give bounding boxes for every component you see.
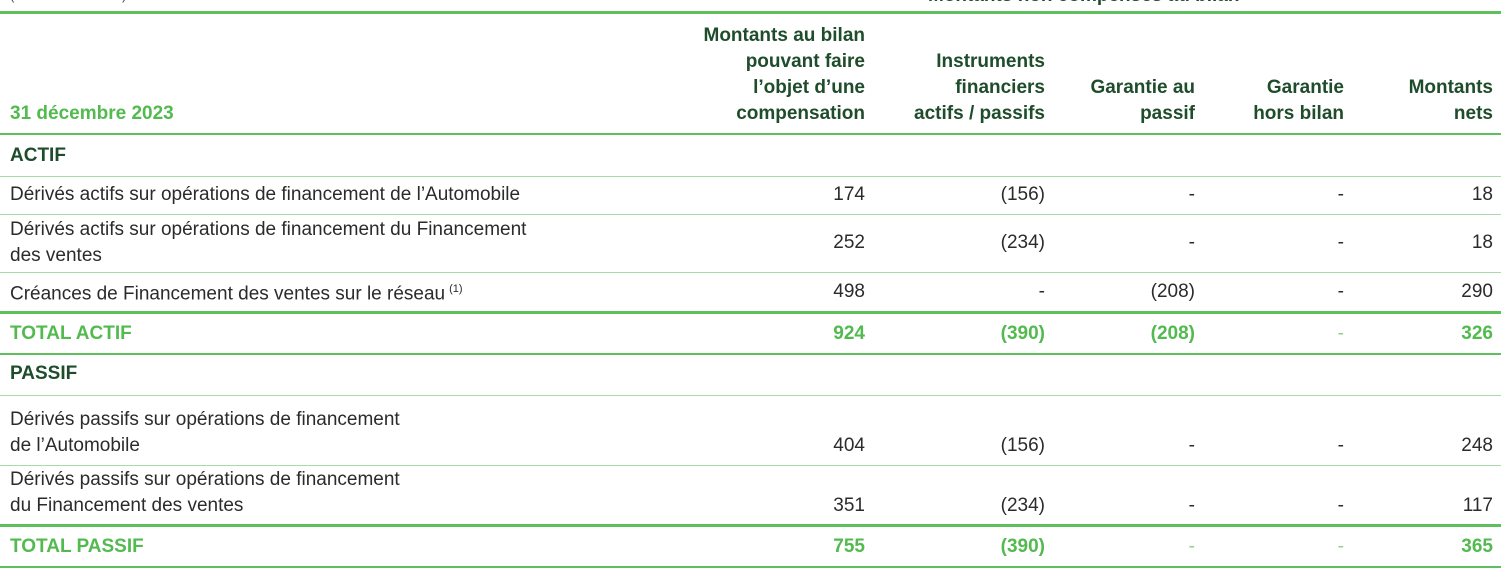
row-label: Dérivés passifs sur opérations de financ… [10, 395, 680, 465]
rule [0, 353, 1501, 355]
header-cell: 31 décembre 2023 [10, 103, 174, 124]
value-cell: 18 [1471, 232, 1493, 253]
value-cell: - [1188, 232, 1195, 253]
value-cell: (208) [1150, 281, 1195, 302]
rule [0, 311, 1501, 314]
value-cell: 252 [833, 232, 865, 253]
total-cell: 365 [1461, 535, 1493, 557]
total-cell: (208) [1150, 322, 1195, 344]
group-header: Montants non compensés au bilan [928, 0, 1239, 7]
caption: (en millions d’euros) [10, 0, 126, 3]
label-text: Dérivés actifs sur opérations de finance… [10, 219, 527, 266]
value-cell: (156) [1000, 435, 1045, 456]
table-row: PASSIF [0, 353, 1501, 395]
rule [0, 524, 1501, 527]
table-row: Créances de Financement des ventes sur l… [0, 272, 1501, 312]
value-cell: - [1188, 184, 1195, 205]
total-cell: (390) [1000, 322, 1045, 344]
header-cell: Garantie hors bilan [1253, 77, 1344, 124]
row-label-text: Dérivés actifs sur opérations de finance… [10, 182, 520, 208]
table-row: Dérivés actifs sur opérations de finance… [0, 176, 1501, 214]
header-cell: Montants au bilan pouvant faire l’objet … [703, 25, 866, 124]
total-cell: - [1337, 535, 1344, 557]
section-title: ACTIF [10, 144, 66, 166]
value-cell: - [1337, 435, 1344, 456]
rule [0, 272, 1501, 273]
rule [0, 214, 1501, 215]
value-cell: 18 [1471, 184, 1493, 205]
value-cell: 498 [833, 281, 865, 302]
rule [0, 176, 1501, 177]
label-text: Créances de Financement des ventes sur l… [10, 283, 446, 305]
total-cell: 924 [833, 322, 865, 344]
label-text: Dérivés passifs sur opérations de financ… [10, 409, 400, 456]
row-label: Dérivés actifs sur opérations de finance… [10, 214, 680, 272]
value-cell: 117 [1462, 495, 1493, 516]
value-cell: 248 [1461, 435, 1493, 456]
header-cell: Garantie au passif [1090, 77, 1195, 124]
value-cell: (234) [1000, 495, 1045, 516]
table-row: Dérivés actifs sur opérations de finance… [0, 214, 1501, 272]
total-cell: - [1337, 322, 1344, 344]
table-row: 31 décembre 2023 Montants au bilan pouvan… [0, 14, 1501, 133]
rule [0, 465, 1501, 466]
row-label-text: Créances de Financement des ventes sur l… [10, 276, 463, 307]
value-cell: - [1337, 495, 1344, 516]
footnote-ref: (1) [449, 283, 463, 296]
row-label: Dérivés actifs sur opérations de finance… [10, 176, 680, 214]
row-label: Créances de Financement des ventes sur l… [10, 272, 680, 312]
value-cell: - [1337, 281, 1344, 302]
value-cell: - [1188, 495, 1195, 516]
table-row: TOTAL ACTIF 924 (390) (208) - 326 [0, 314, 1501, 353]
value-cell: - [1188, 435, 1195, 456]
rule [0, 395, 1501, 396]
value-cell: - [1337, 184, 1344, 205]
label-text: Dérivés passifs sur opérations de financ… [10, 469, 400, 516]
table-row: Dérivés passifs sur opérations de financ… [0, 395, 1501, 465]
total-cell: TOTAL PASSIF [10, 535, 144, 557]
value-cell: 174 [833, 184, 865, 205]
row-label-text: Dérivés actifs sur opérations de finance… [10, 217, 526, 269]
value-cell: - [1337, 232, 1344, 253]
rule [0, 133, 1501, 135]
row-label-text: Dérivés passifs sur opérations de financ… [10, 467, 400, 519]
row-label-text: Dérivés passifs sur opérations de financ… [10, 407, 400, 459]
value-cell: (234) [1000, 232, 1045, 253]
value-cell: 351 [833, 495, 865, 516]
total-cell: 326 [1461, 322, 1493, 344]
table-row: ACTIF [0, 135, 1501, 176]
total-cell: TOTAL ACTIF [10, 322, 132, 344]
value-cell: - [1038, 281, 1045, 302]
table-row: TOTAL PASSIF 755 (390) - - 365 [0, 527, 1501, 566]
total-cell: (390) [1000, 535, 1045, 557]
rule [0, 11, 1501, 14]
section-title: PASSIF [10, 363, 78, 384]
value-cell: (156) [1000, 184, 1045, 205]
label-text: Dérivés actifs sur opérations de finance… [10, 184, 521, 205]
row-label: Dérivés passifs sur opérations de financ… [10, 465, 680, 525]
value-cell: 404 [833, 435, 865, 456]
table-row: Dérivés passifs sur opérations de financ… [0, 465, 1501, 525]
header-cell: Montants nets [1408, 77, 1493, 124]
total-cell: 755 [833, 535, 865, 557]
value-cell: 290 [1461, 281, 1493, 302]
header-cell: Instruments financiers actifs / passifs [914, 51, 1045, 124]
total-cell: - [1188, 535, 1195, 557]
